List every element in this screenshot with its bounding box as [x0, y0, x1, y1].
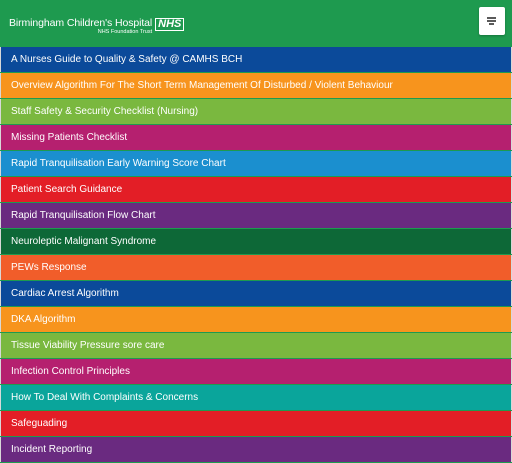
menu-item-overview-algorithm[interactable]: Overview Algorithm For The Short Term Ma…: [0, 73, 512, 98]
app-header: Birmingham Children's Hospital NHS Found…: [0, 0, 512, 46]
trust-name: NHS Foundation Trust: [97, 29, 153, 35]
menu-item-tissue-viability[interactable]: Tissue Viability Pressure sore care: [0, 333, 512, 358]
hospital-logo: Birmingham Children's Hospital NHS Found…: [9, 17, 185, 36]
hamburger-menu-icon: [486, 16, 498, 27]
menu-item-safeguarding[interactable]: Safeguading: [0, 411, 512, 436]
menu-item-staff-safety-checklist[interactable]: Staff Safety & Security Checklist (Nursi…: [0, 99, 512, 124]
menu-item-pews-response[interactable]: PEWs Response: [0, 255, 512, 280]
menu-item-dka-algorithm[interactable]: DKA Algorithm: [0, 307, 512, 332]
menu-item-rt-early-warning[interactable]: Rapid Tranquilisation Early Warning Scor…: [0, 151, 512, 176]
menu-item-complaints[interactable]: How To Deal With Complaints & Concerns: [0, 385, 512, 410]
guide-menu-list: A Nurses Guide to Quality & Safety @ CAM…: [0, 47, 512, 463]
menu-button[interactable]: [479, 7, 505, 35]
menu-item-neuroleptic-malignant[interactable]: Neuroleptic Malignant Syndrome: [0, 229, 512, 254]
menu-item-incident-reporting[interactable]: Incident Reporting: [0, 437, 512, 462]
hospital-name: Birmingham Children's Hospital: [9, 17, 153, 29]
menu-item-missing-patients[interactable]: Missing Patients Checklist: [0, 125, 512, 150]
nhs-logo-badge: NHS: [155, 18, 185, 31]
menu-item-patient-search[interactable]: Patient Search Guidance: [0, 177, 512, 202]
logo-text: Birmingham Children's Hospital NHS Found…: [9, 17, 152, 36]
menu-item-cardiac-arrest[interactable]: Cardiac Arrest Algorithm: [0, 281, 512, 306]
menu-item-infection-control[interactable]: Infection Control Principles: [0, 359, 512, 384]
menu-item-rt-flow-chart[interactable]: Rapid Tranquilisation Flow Chart: [0, 203, 512, 228]
menu-item-nurses-guide[interactable]: A Nurses Guide to Quality & Safety @ CAM…: [0, 47, 512, 72]
